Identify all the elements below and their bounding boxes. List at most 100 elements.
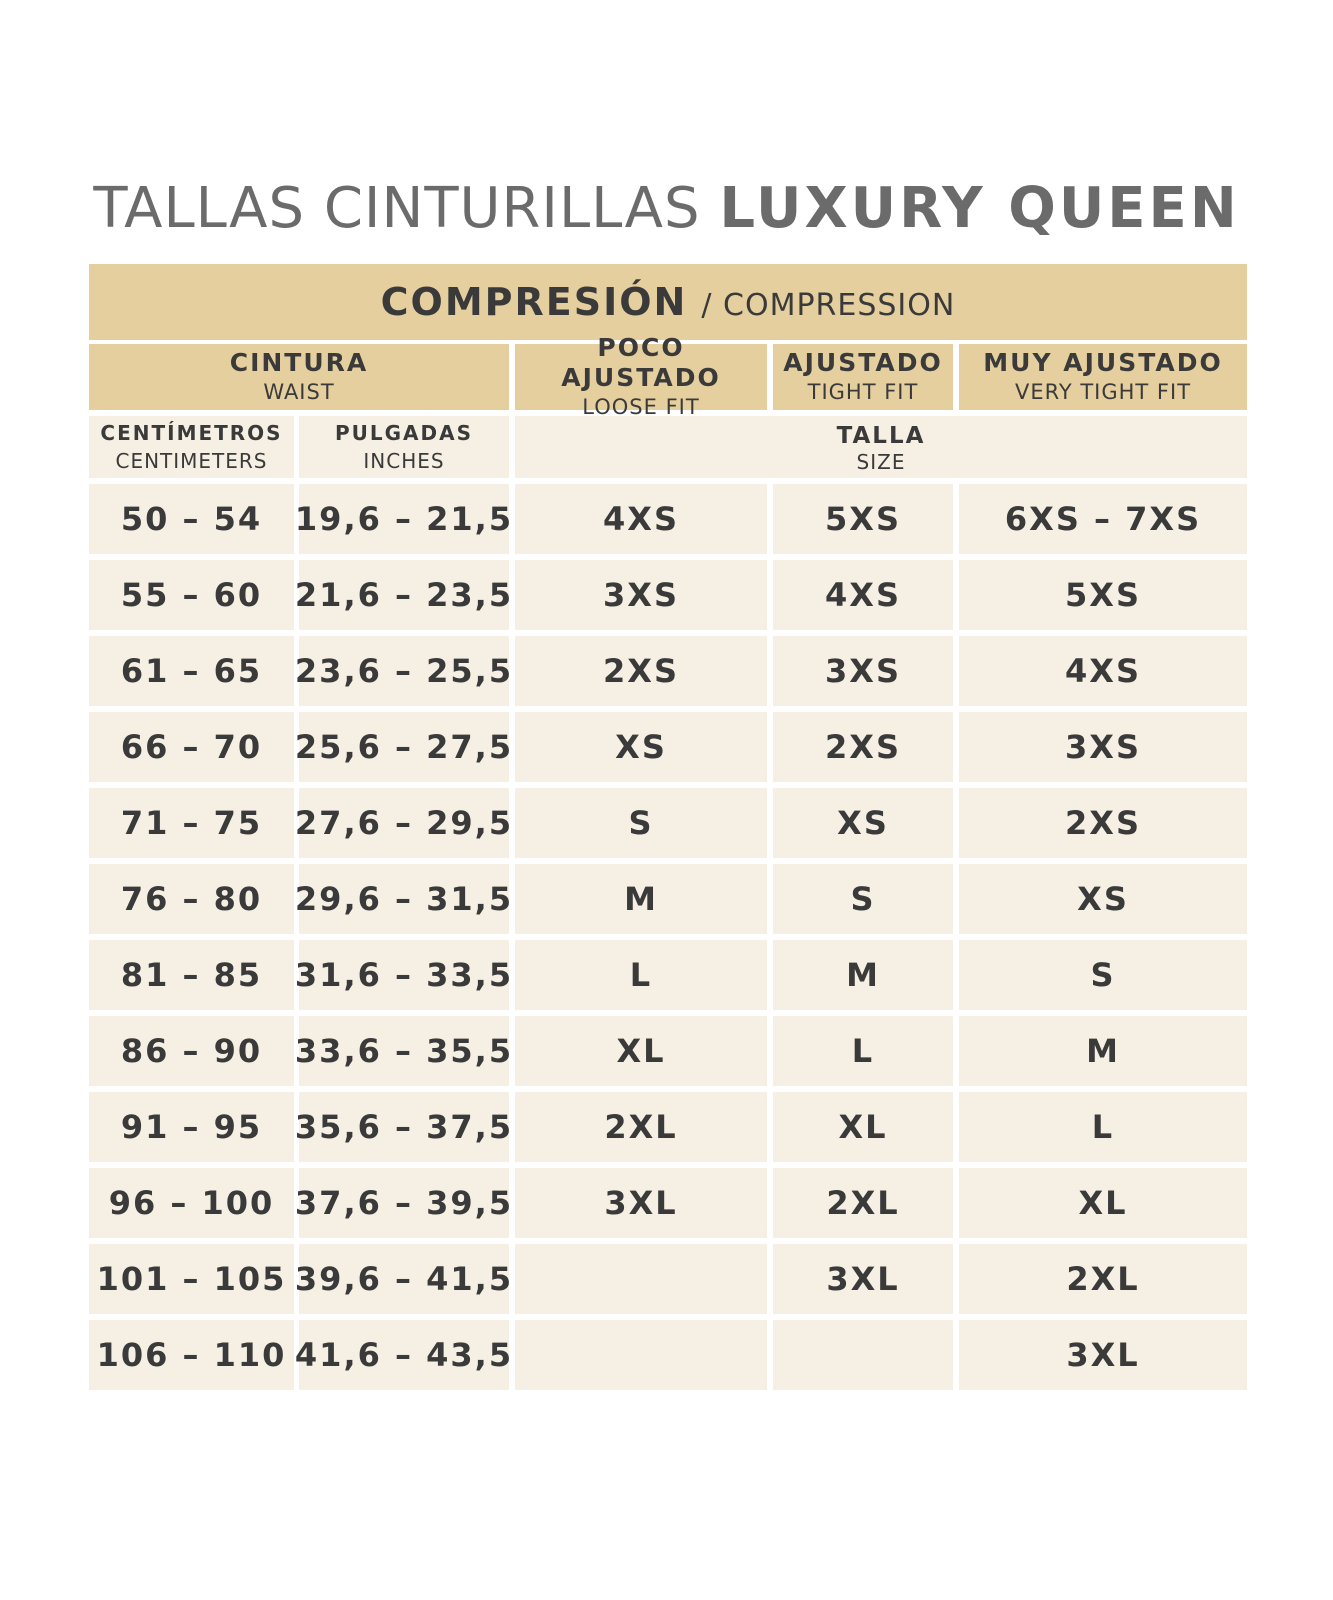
table-cell-value: 3XL xyxy=(1066,1336,1140,1374)
cell-centimeters: 91 – 95 xyxy=(89,1092,294,1162)
table-cell-value: 2XS xyxy=(603,652,679,690)
cell-centimeters: 61 – 65 xyxy=(89,636,294,706)
cell-loose-fit: 4XS xyxy=(515,484,767,554)
table-cell-value: 5XS xyxy=(825,500,901,538)
cell-inches: 25,6 – 27,5 xyxy=(295,712,511,782)
header-tight-en: TIGHT FIT xyxy=(807,380,919,404)
table-cell-value: 106 – 110 xyxy=(96,1336,287,1374)
cell-very-tight-fit: M xyxy=(959,1016,1247,1086)
cell-loose-fit: 2XS xyxy=(515,636,767,706)
cell-centimeters: 86 – 90 xyxy=(89,1016,294,1086)
cell-loose-fit: S xyxy=(515,788,767,858)
table-cell-value: 6XS – 7XS xyxy=(1004,500,1202,538)
cell-loose-fit: M xyxy=(515,864,767,934)
banner-en: / COMPRESSION xyxy=(701,287,956,323)
cell-centimeters: 66 – 70 xyxy=(89,712,294,782)
header-centimeters-en: CENTIMETERS xyxy=(115,449,268,473)
table-cell-value: 66 – 70 xyxy=(120,728,263,766)
header-loose-en: LOOSE FIT xyxy=(582,395,700,419)
cell-tight-fit: 3XL xyxy=(773,1244,953,1314)
header-tight-es: AJUSTADO xyxy=(783,348,943,377)
table-cell-value: 33,6 – 35,5 xyxy=(294,1032,514,1070)
cell-centimeters: 81 – 85 xyxy=(89,940,294,1010)
table-cell-value: 31,6 – 33,5 xyxy=(294,956,514,994)
cell-centimeters: 71 – 75 xyxy=(89,788,294,858)
table-cell-value: 86 – 90 xyxy=(120,1032,263,1070)
cell-inches: 41,6 – 43,5 xyxy=(295,1320,511,1390)
table-cell-value: 25,6 – 27,5 xyxy=(294,728,514,766)
table-cell-value: XL xyxy=(838,1108,888,1146)
banner-es: COMPRESIÓN xyxy=(380,280,688,324)
table-cell-value: 3XL xyxy=(826,1260,900,1298)
table-cell-value: S xyxy=(1090,956,1116,994)
table-cell-value: 2XL xyxy=(1066,1260,1140,1298)
cell-tight-fit: M xyxy=(773,940,953,1010)
cell-centimeters: 106 – 110 xyxy=(89,1320,294,1390)
table-cell-value: L xyxy=(851,1032,875,1070)
cell-tight-fit: 2XL xyxy=(773,1168,953,1238)
table-cell-value: 3XS xyxy=(825,652,901,690)
cell-tight-fit: S xyxy=(773,864,953,934)
cell-inches: 21,6 – 23,5 xyxy=(295,560,511,630)
page-title: TALLAS CINTURILLAS LUXURY QUEEN xyxy=(0,176,1333,241)
table-cell-value: 3XL xyxy=(604,1184,678,1222)
table-cell-value: 39,6 – 41,5 xyxy=(294,1260,514,1298)
table-cell-value: 4XS xyxy=(1065,652,1141,690)
cell-centimeters: 96 – 100 xyxy=(89,1168,294,1238)
header-very-tight-en: VERY TIGHT FIT xyxy=(1014,380,1192,404)
table-cell-value: 41,6 – 43,5 xyxy=(294,1336,514,1374)
header-loose-fit: POCO AJUSTADO LOOSE FIT xyxy=(515,333,767,419)
compression-banner: COMPRESIÓN / COMPRESSION xyxy=(89,264,1247,340)
cell-loose-fit xyxy=(515,1244,767,1314)
table-cell-value: 5XS xyxy=(1065,576,1141,614)
cell-tight-fit: 2XS xyxy=(773,712,953,782)
table-cell-value: 91 – 95 xyxy=(120,1108,263,1146)
cell-loose-fit: 2XL xyxy=(515,1092,767,1162)
cell-inches: 35,6 – 37,5 xyxy=(295,1092,511,1162)
header-tight-fit: AJUSTADO TIGHT FIT xyxy=(773,344,953,410)
cell-loose-fit xyxy=(515,1320,767,1390)
cell-inches: 39,6 – 41,5 xyxy=(295,1244,511,1314)
table-cell-value: 2XL xyxy=(604,1108,678,1146)
table-cell-value: 4XS xyxy=(825,576,901,614)
cell-tight-fit: 4XS xyxy=(773,560,953,630)
table-cell-value: 61 – 65 xyxy=(120,652,263,690)
cell-inches: 33,6 – 35,5 xyxy=(295,1016,511,1086)
cell-tight-fit: 5XS xyxy=(773,484,953,554)
table-cell-value: 96 – 100 xyxy=(108,1184,275,1222)
cell-tight-fit xyxy=(773,1320,953,1390)
cell-very-tight-fit: 3XL xyxy=(959,1320,1247,1390)
cell-inches: 37,6 – 39,5 xyxy=(295,1168,511,1238)
table-cell-value: 19,6 – 21,5 xyxy=(294,500,514,538)
cell-inches: 29,6 – 31,5 xyxy=(295,864,511,934)
cell-very-tight-fit: 3XS xyxy=(959,712,1247,782)
header-waist: CINTURA WAIST xyxy=(89,344,509,410)
header-size-es: TALLA xyxy=(836,423,926,449)
cell-loose-fit: L xyxy=(515,940,767,1010)
table-cell-value: 2XS xyxy=(1065,804,1141,842)
cell-very-tight-fit: XL xyxy=(959,1168,1247,1238)
table-cell-value: M xyxy=(624,880,658,918)
table-cell-value: XL xyxy=(1078,1184,1128,1222)
table-cell-value: 3XS xyxy=(603,576,679,614)
cell-inches: 19,6 – 21,5 xyxy=(295,484,511,554)
cell-tight-fit: L xyxy=(773,1016,953,1086)
table-cell-value: XS xyxy=(615,728,667,766)
cell-loose-fit: 3XL xyxy=(515,1168,767,1238)
header-very-tight-fit: MUY AJUSTADO VERY TIGHT FIT xyxy=(959,344,1247,410)
header-size: TALLA SIZE xyxy=(515,416,1247,478)
table-cell-value: 23,6 – 25,5 xyxy=(294,652,514,690)
cell-inches: 23,6 – 25,5 xyxy=(295,636,511,706)
cell-very-tight-fit: 2XS xyxy=(959,788,1247,858)
table-cell-value: L xyxy=(629,956,653,994)
cell-centimeters: 101 – 105 xyxy=(89,1244,294,1314)
header-very-tight-es: MUY AJUSTADO xyxy=(983,348,1223,377)
cell-very-tight-fit: 2XL xyxy=(959,1244,1247,1314)
table-cell-value: 2XL xyxy=(826,1184,900,1222)
header-inches-es: PULGADAS xyxy=(334,421,474,445)
table-cell-value: 3XS xyxy=(1065,728,1141,766)
table-cell-value: XS xyxy=(1077,880,1129,918)
cell-loose-fit: 3XS xyxy=(515,560,767,630)
table-cell-value: L xyxy=(1091,1108,1115,1146)
header-centimeters-es: CENTÍMETROS xyxy=(100,421,283,445)
